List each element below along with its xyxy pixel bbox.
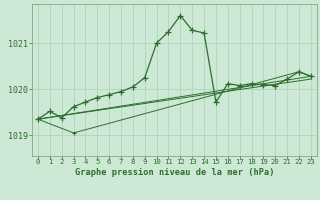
- X-axis label: Graphe pression niveau de la mer (hPa): Graphe pression niveau de la mer (hPa): [75, 168, 274, 177]
